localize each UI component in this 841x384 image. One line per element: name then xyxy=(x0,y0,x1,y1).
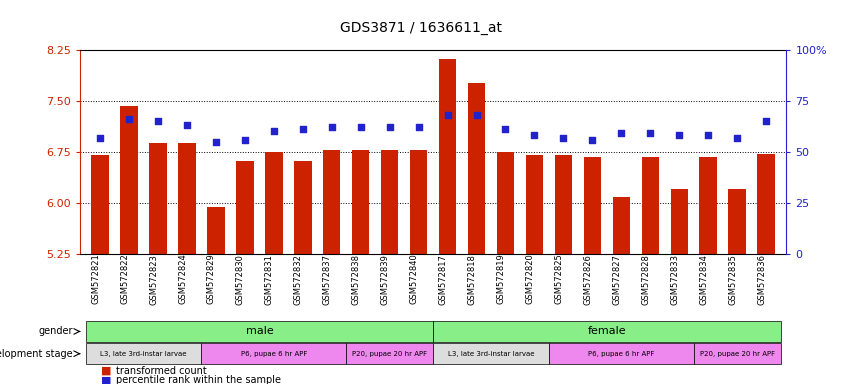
Point xyxy=(354,124,368,131)
Bar xyxy=(410,151,427,254)
Text: GSM572837: GSM572837 xyxy=(323,254,332,305)
Point xyxy=(673,132,686,139)
Bar xyxy=(120,106,138,254)
Text: gender: gender xyxy=(39,326,73,336)
Bar xyxy=(670,189,688,254)
Text: GSM572836: GSM572836 xyxy=(757,254,766,305)
Point xyxy=(180,122,193,128)
Text: ■: ■ xyxy=(101,366,111,376)
Point xyxy=(383,124,396,131)
Text: GSM572838: GSM572838 xyxy=(352,254,361,305)
Text: GSM572835: GSM572835 xyxy=(728,254,737,305)
Text: P20, pupae 20 hr APF: P20, pupae 20 hr APF xyxy=(700,351,775,357)
Text: GSM572839: GSM572839 xyxy=(381,254,389,305)
Text: GSM572826: GSM572826 xyxy=(584,254,592,305)
Bar xyxy=(178,143,196,254)
Point xyxy=(615,131,628,137)
Text: GSM572827: GSM572827 xyxy=(612,254,621,305)
Point xyxy=(123,116,136,122)
Text: P6, pupae 6 hr APF: P6, pupae 6 hr APF xyxy=(241,351,307,357)
Bar xyxy=(433,321,780,342)
Text: GSM572818: GSM572818 xyxy=(468,254,477,305)
Text: percentile rank within the sample: percentile rank within the sample xyxy=(116,375,281,384)
Bar xyxy=(468,83,485,254)
Bar xyxy=(497,152,514,254)
Text: development stage: development stage xyxy=(0,349,73,359)
Point xyxy=(499,126,512,132)
Bar xyxy=(323,151,341,254)
Text: female: female xyxy=(588,326,627,336)
Text: transformed count: transformed count xyxy=(116,366,207,376)
Text: GSM572825: GSM572825 xyxy=(554,254,563,305)
Point xyxy=(238,136,251,142)
Text: GSM572821: GSM572821 xyxy=(91,254,100,305)
Bar xyxy=(352,151,369,254)
Bar xyxy=(584,157,601,254)
Bar xyxy=(642,157,659,254)
Point xyxy=(267,128,281,134)
Text: GSM572831: GSM572831 xyxy=(265,254,274,305)
Bar xyxy=(92,155,108,254)
Bar xyxy=(612,197,630,254)
Text: GSM572819: GSM572819 xyxy=(496,254,505,305)
Bar xyxy=(86,343,202,364)
Text: GSM572832: GSM572832 xyxy=(294,254,303,305)
Text: GSM572828: GSM572828 xyxy=(641,254,650,305)
Bar xyxy=(555,155,572,254)
Bar xyxy=(86,321,433,342)
Text: P20, pupae 20 hr APF: P20, pupae 20 hr APF xyxy=(352,351,427,357)
Text: L3, late 3rd-instar larvae: L3, late 3rd-instar larvae xyxy=(447,351,534,357)
Point xyxy=(209,139,223,145)
Bar xyxy=(236,161,254,254)
Text: GSM572824: GSM572824 xyxy=(178,254,187,305)
Text: GSM572823: GSM572823 xyxy=(149,254,158,305)
Bar xyxy=(549,343,694,364)
Bar xyxy=(207,207,225,254)
Point xyxy=(585,136,599,142)
Text: GDS3871 / 1636611_at: GDS3871 / 1636611_at xyxy=(340,21,501,35)
Bar xyxy=(728,189,746,254)
Bar xyxy=(150,143,167,254)
Bar xyxy=(381,151,399,254)
Point xyxy=(730,134,743,141)
Point xyxy=(557,134,570,141)
Bar xyxy=(265,152,283,254)
Bar xyxy=(294,161,311,254)
Text: GSM572822: GSM572822 xyxy=(120,254,130,305)
Text: GSM572834: GSM572834 xyxy=(699,254,708,305)
Point xyxy=(759,118,773,124)
Text: male: male xyxy=(246,326,273,336)
Point xyxy=(643,131,657,137)
Text: ■: ■ xyxy=(101,375,111,384)
Text: P6, pupae 6 hr APF: P6, pupae 6 hr APF xyxy=(588,351,654,357)
Text: L3, late 3rd-instar larvae: L3, late 3rd-instar larvae xyxy=(100,351,187,357)
Bar xyxy=(433,343,549,364)
Point xyxy=(412,124,426,131)
Bar xyxy=(439,59,457,254)
Bar xyxy=(700,157,717,254)
Point xyxy=(296,126,309,132)
Point xyxy=(93,134,107,141)
Bar xyxy=(202,343,346,364)
Point xyxy=(151,118,165,124)
Point xyxy=(527,132,541,139)
Point xyxy=(470,112,484,118)
Point xyxy=(325,124,339,131)
Text: GSM572817: GSM572817 xyxy=(439,254,447,305)
Bar xyxy=(694,343,780,364)
Bar xyxy=(758,154,775,254)
Text: GSM572829: GSM572829 xyxy=(207,254,216,305)
Text: GSM572830: GSM572830 xyxy=(236,254,245,305)
Text: GSM572820: GSM572820 xyxy=(526,254,534,305)
Bar xyxy=(346,343,433,364)
Point xyxy=(701,132,715,139)
Point xyxy=(441,112,454,118)
Text: GSM572840: GSM572840 xyxy=(410,254,419,305)
Text: GSM572833: GSM572833 xyxy=(670,254,680,305)
Bar xyxy=(526,155,543,254)
